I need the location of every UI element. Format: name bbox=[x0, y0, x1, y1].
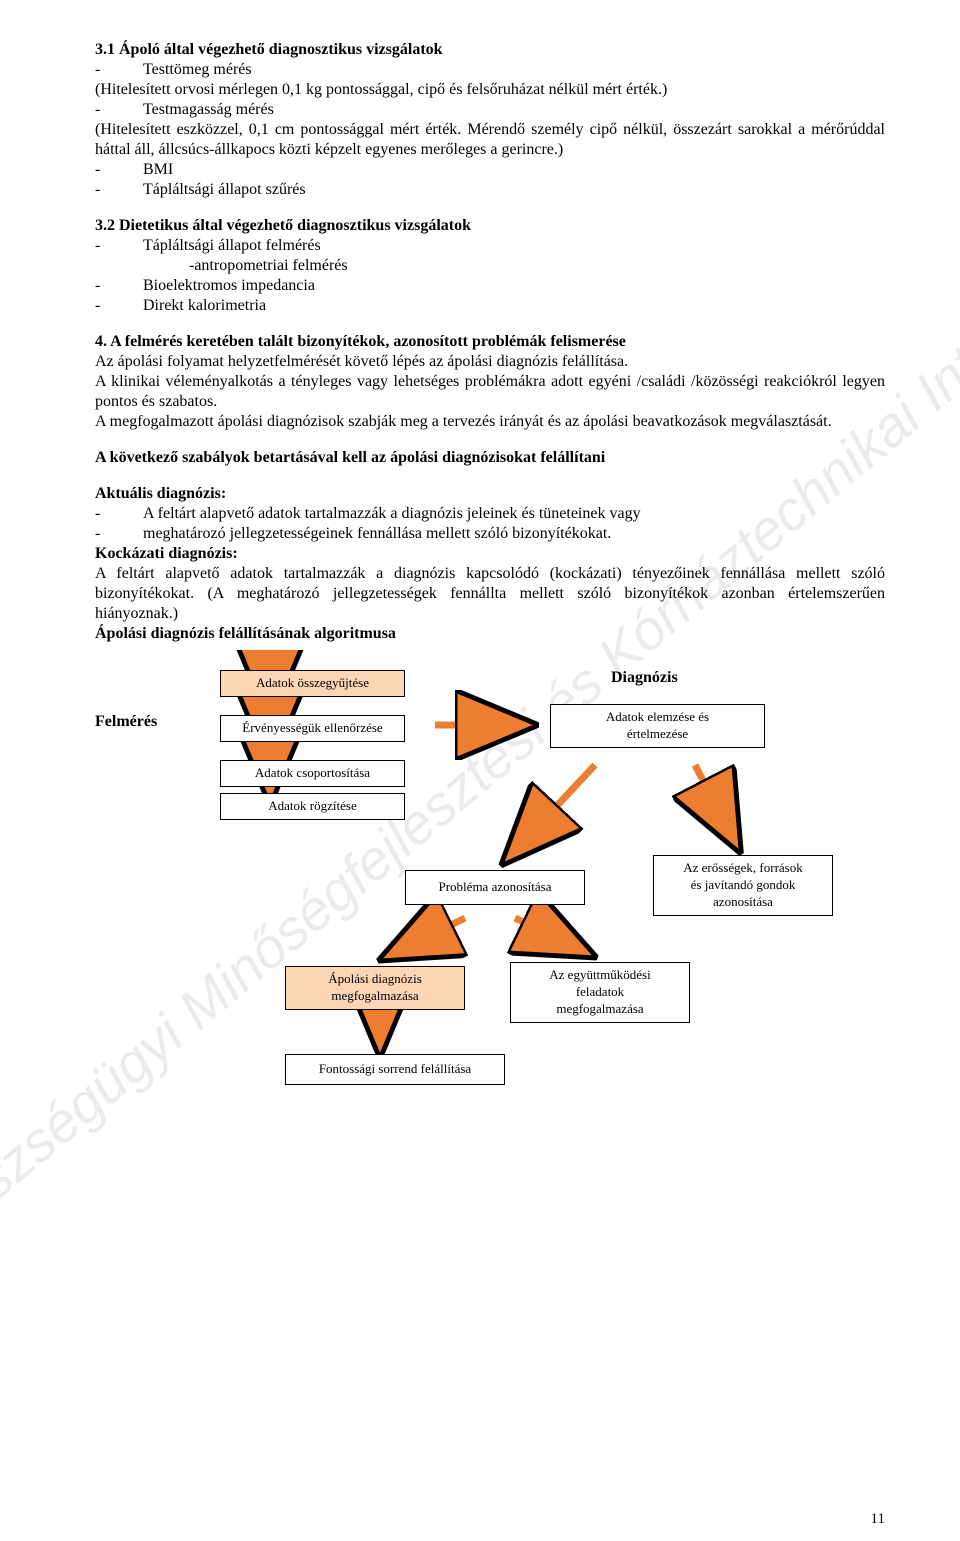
item-text: meghatározó jellegzetességeinek fennállá… bbox=[143, 524, 885, 544]
list-item: - Tápláltsági állapot felmérés bbox=[95, 236, 885, 256]
box-problema: Probléma azonosítása bbox=[405, 870, 585, 905]
box-line1: Adatok elemzése és bbox=[606, 709, 709, 724]
heading-3-1: 3.1 Ápoló által végezhető diagnosztikus … bbox=[95, 40, 885, 60]
box-apolasi-diagnozis: Ápolási diagnózis megfogalmazása bbox=[285, 966, 465, 1010]
paragraph: A klinikai véleményalkotás a tényleges v… bbox=[95, 372, 885, 412]
box-line2: és javítandó gondok bbox=[691, 877, 796, 892]
list-item: - Direkt kalorimetria bbox=[95, 296, 885, 316]
aktual-label: Aktuális diagnózis: bbox=[95, 484, 885, 504]
box-line1: Az együttműködési bbox=[549, 967, 650, 982]
paragraph: A feltárt alapvető adatok tartalmazzák a… bbox=[95, 564, 885, 624]
item-text: Testmagasság mérés bbox=[143, 100, 885, 120]
item-text: Testtömeg mérés bbox=[143, 60, 885, 80]
page-number: 11 bbox=[871, 1510, 885, 1529]
list-item: - Tápláltsági állapot szűrés bbox=[95, 180, 885, 200]
box-line3: megfogalmazása bbox=[556, 1001, 643, 1016]
heading-4: 4. A felmérés keretében talált bizonyíté… bbox=[95, 332, 885, 352]
list-item: - A feltárt alapvető adatok tartalmazzák… bbox=[95, 504, 885, 524]
diagnozis-label: Diagnózis bbox=[611, 668, 678, 688]
bullet: - bbox=[95, 180, 143, 200]
box-line3: azonosítása bbox=[713, 894, 773, 909]
flowchart: Felmérés Diagnózis Adatok összegyűjtése … bbox=[95, 650, 855, 1090]
box-line1: Ápolási diagnózis bbox=[328, 971, 422, 986]
box-elemzes: Adatok elemzése és értelmezése bbox=[550, 704, 765, 748]
box-egyuttmukodes: Az együttműködési feladatok megfogalmazá… bbox=[510, 962, 690, 1023]
bullet: - bbox=[95, 504, 143, 524]
bullet: - bbox=[95, 100, 143, 120]
box-line2: feladatok bbox=[576, 984, 624, 999]
box-fontossag: Fontossági sorrend felállítása bbox=[285, 1054, 505, 1085]
box-rogzites: Adatok rögzítése bbox=[220, 793, 405, 820]
bullet: - bbox=[95, 160, 143, 180]
item-text: Direkt kalorimetria bbox=[143, 296, 885, 316]
rules-heading: A következő szabályok betartásával kell … bbox=[95, 448, 885, 468]
box-erossegek: Az erősségek, források és javítandó gond… bbox=[653, 855, 833, 916]
sub-item: -antropometriai felmérés bbox=[189, 256, 885, 276]
item-text: A feltárt alapvető adatok tartalmazzák a… bbox=[143, 504, 885, 524]
list-item: - BMI bbox=[95, 160, 885, 180]
box-adatok-osszegyujtese: Adatok összegyűjtése bbox=[220, 670, 405, 697]
paragraph: A megfogalmazott ápolási diagnózisok sza… bbox=[95, 412, 885, 432]
bullet: - bbox=[95, 60, 143, 80]
box-line1: Az erősségek, források bbox=[683, 860, 802, 875]
list-item: - Testmagasság mérés bbox=[95, 100, 885, 120]
paragraph: Az ápolási folyamat helyzetfelmérését kö… bbox=[95, 352, 885, 372]
bullet: - bbox=[95, 276, 143, 296]
item-note: (Hitelesített orvosi mérlegen 0,1 kg pon… bbox=[95, 80, 885, 100]
item-text: Bioelektromos impedancia bbox=[143, 276, 885, 296]
felmeres-label: Felmérés bbox=[95, 712, 157, 732]
algo-heading: Ápolási diagnózis felállításának algorit… bbox=[95, 624, 885, 644]
bullet: - bbox=[95, 524, 143, 544]
kock-label: Kockázati diagnózis: bbox=[95, 544, 885, 564]
box-ervenyesseg: Érvényességük ellenőrzése bbox=[220, 715, 405, 742]
list-item: - Bioelektromos impedancia bbox=[95, 276, 885, 296]
item-text: BMI bbox=[143, 160, 885, 180]
item-text: Tápláltsági állapot szűrés bbox=[143, 180, 885, 200]
list-item: - Testtömeg mérés bbox=[95, 60, 885, 80]
bullet: - bbox=[95, 236, 143, 256]
heading-3-2: 3.2 Dietetikus által végezhető diagnoszt… bbox=[95, 216, 885, 236]
item-note: (Hitelesített eszközzel, 0,1 cm pontossá… bbox=[95, 120, 885, 160]
box-csoportositas: Adatok csoportosítása bbox=[220, 760, 405, 787]
box-line2: megfogalmazása bbox=[331, 988, 418, 1003]
box-line2: értelmezése bbox=[627, 726, 688, 741]
list-item: - meghatározó jellegzetességeinek fennál… bbox=[95, 524, 885, 544]
bullet: - bbox=[95, 296, 143, 316]
item-text: Tápláltsági állapot felmérés bbox=[143, 236, 885, 256]
